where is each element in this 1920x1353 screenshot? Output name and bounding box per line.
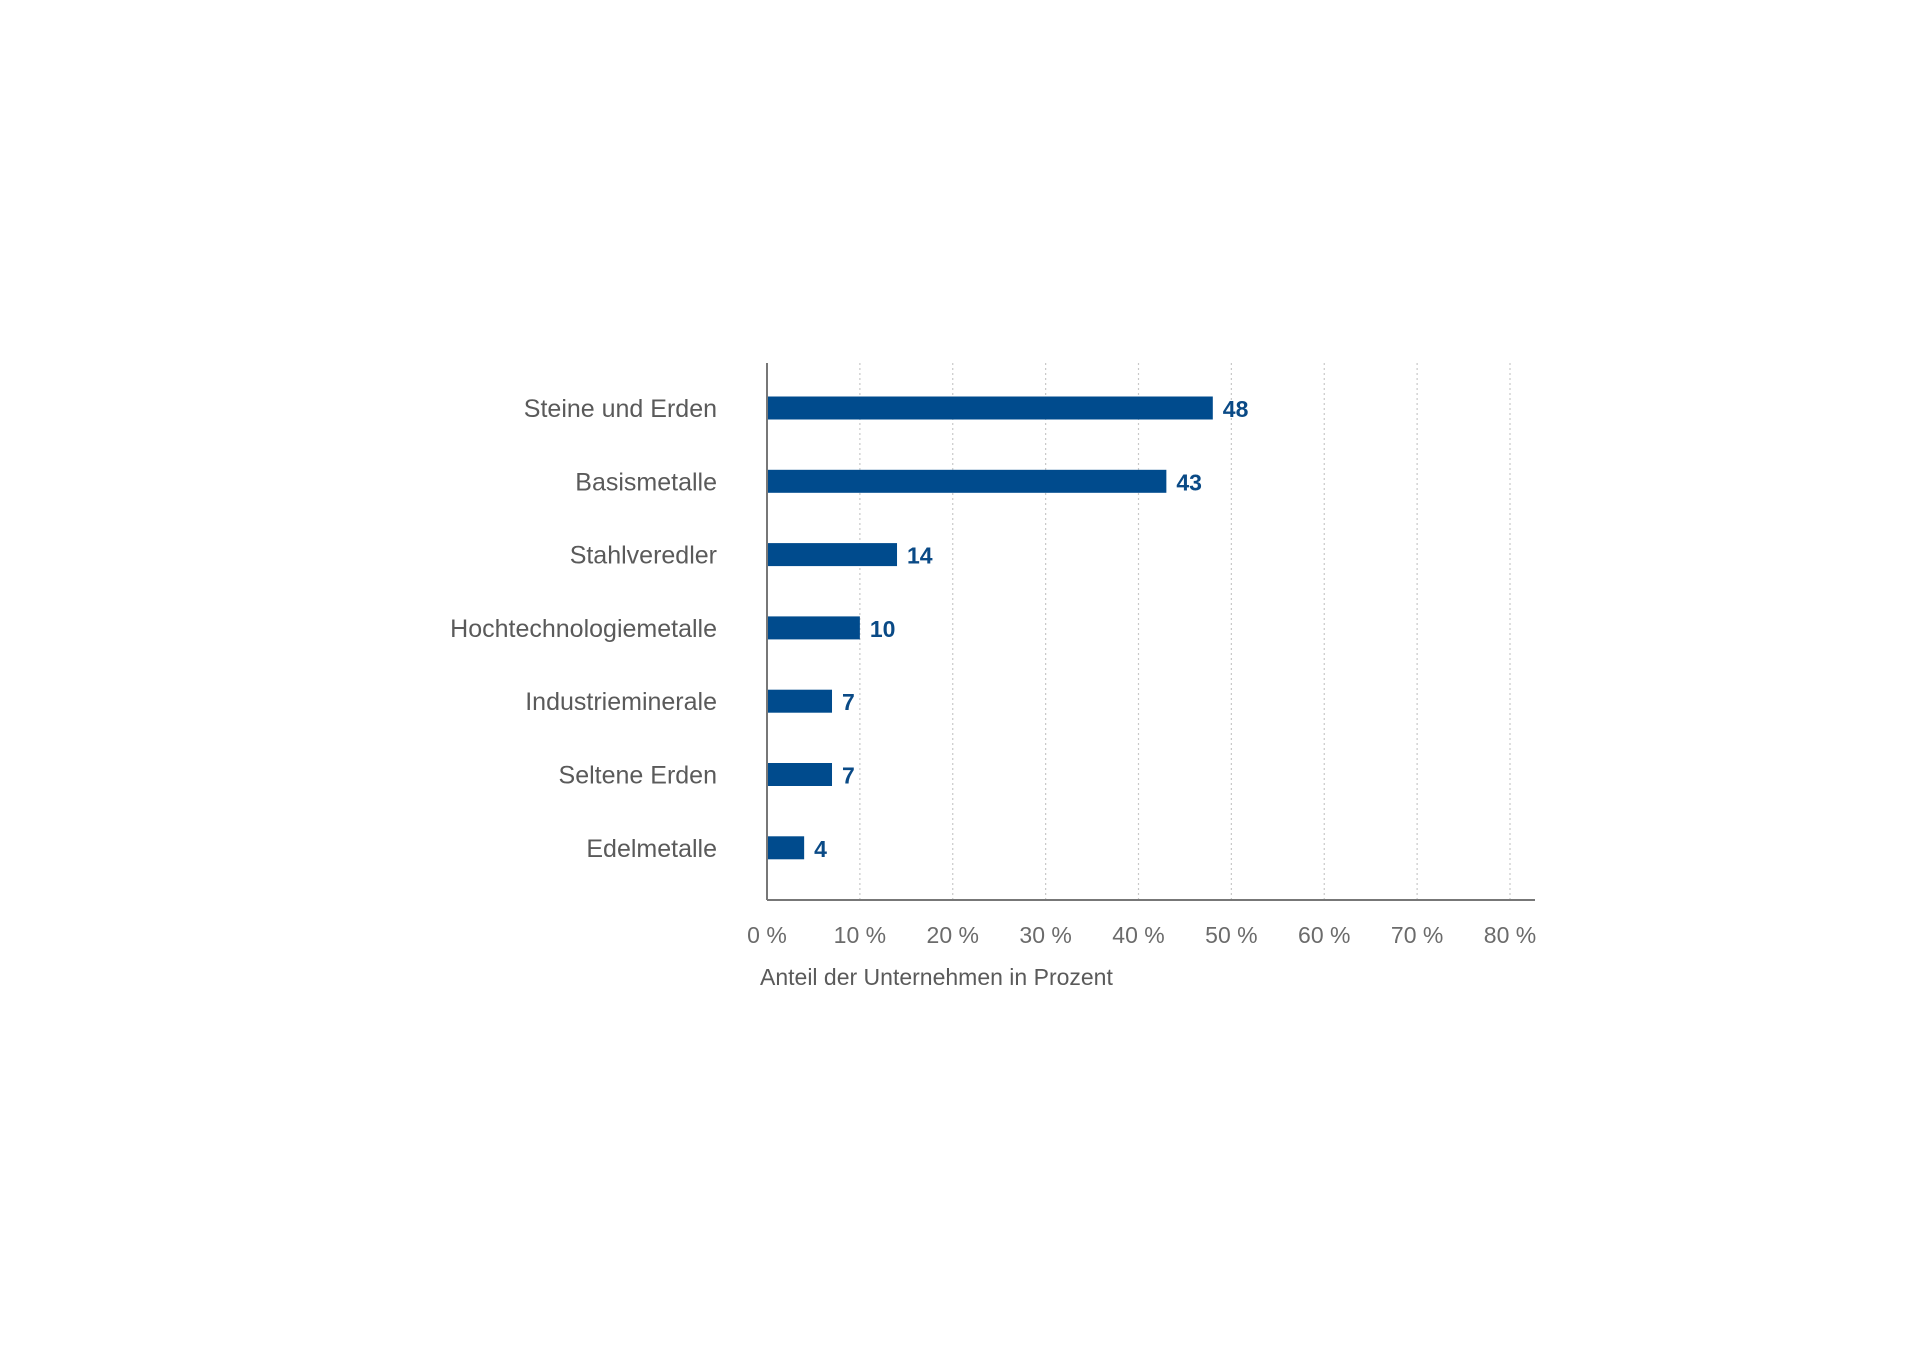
category-label: Basismetalle bbox=[575, 468, 717, 496]
grid-lines bbox=[859, 363, 1511, 900]
data-label: 7 bbox=[842, 689, 855, 715]
axes bbox=[766, 363, 1535, 901]
category-label: Hochtechnologiemetalle bbox=[450, 615, 717, 643]
data-label: 43 bbox=[1176, 469, 1202, 495]
x-tick-label: 70 % bbox=[1391, 922, 1443, 948]
data-label: 4 bbox=[814, 836, 827, 862]
x-tick-label: 40 % bbox=[1112, 922, 1164, 948]
bar bbox=[767, 469, 1167, 493]
x-tick-label: 30 % bbox=[1019, 922, 1071, 948]
x-tick-label: 80 % bbox=[1484, 922, 1536, 948]
category-label: Stahlveredler bbox=[570, 542, 717, 570]
data-label: 7 bbox=[842, 763, 855, 789]
labels: 0 % 10 % 20 % 30 % 40 % 50 % 60 % 70 % 80 % Stein… bbox=[450, 395, 1536, 948]
x-tick-label: 50 % bbox=[1205, 922, 1257, 948]
data-label: 14 bbox=[907, 543, 933, 569]
x-tick-label: 60 % bbox=[1298, 922, 1350, 948]
x-tick-label: 10 % bbox=[834, 922, 886, 948]
x-tick-label: 0 % bbox=[747, 922, 787, 948]
bar bbox=[767, 543, 898, 567]
x-tick-label: 20 % bbox=[927, 922, 979, 948]
bar bbox=[767, 836, 805, 860]
data-label: 48 bbox=[1223, 396, 1249, 422]
category-label: Steine und Erden bbox=[524, 395, 717, 423]
bar bbox=[767, 689, 833, 713]
bar bbox=[767, 396, 1213, 420]
x-axis-title: Anteil der Unternehmen in Prozent bbox=[760, 964, 1113, 990]
bar bbox=[767, 616, 860, 640]
bar bbox=[767, 763, 833, 786]
category-label: Industrieminerale bbox=[525, 688, 717, 716]
data-label: 10 bbox=[870, 616, 896, 642]
category-label: Seltene Erden bbox=[559, 762, 717, 790]
category-label: Edelmetalle bbox=[586, 835, 717, 863]
bars bbox=[767, 396, 1213, 860]
